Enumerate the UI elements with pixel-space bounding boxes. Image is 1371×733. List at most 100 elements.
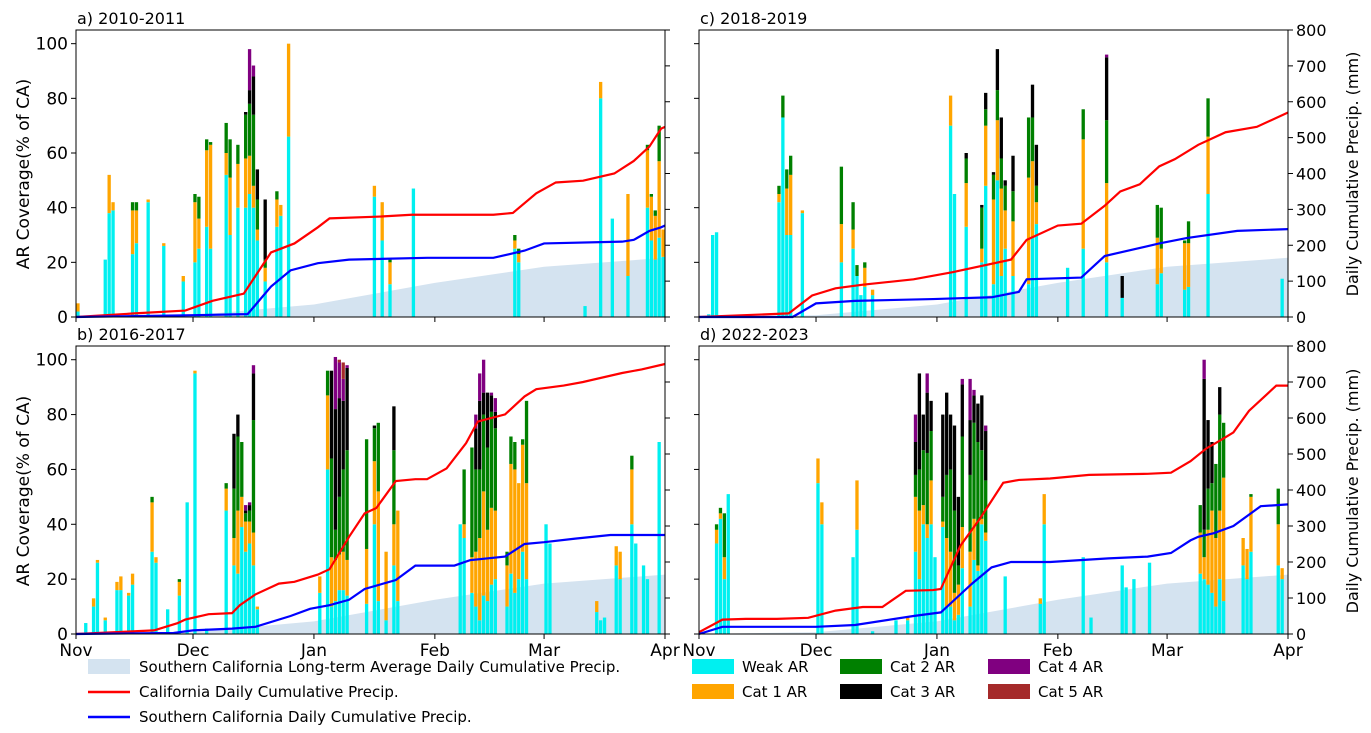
bar-cat1-day-112 (513, 469, 517, 593)
bar-weak-day-4 (91, 606, 96, 634)
bar-cat2-day-112 (513, 442, 517, 470)
bar-cat3-day-63 (945, 392, 949, 475)
longterm-area (76, 574, 665, 634)
bar-cat1-day-133 (595, 601, 599, 613)
bar-weak-day-149 (657, 237, 661, 317)
bar-weak-day-66 (333, 601, 338, 634)
bar-cat2-day-77 (999, 158, 1003, 189)
bar-cat2-day-38 (224, 122, 228, 153)
bar-cat2-day-98 (1081, 109, 1085, 140)
bar-cat1-day-46 (255, 229, 260, 241)
bar-cat1-day-57 (921, 505, 925, 525)
bar-cat1-day-69 (968, 551, 972, 607)
bar-cat3-day-67 (337, 398, 341, 497)
bar-weak-day-34 (208, 248, 213, 317)
bar-cat1-day-26 (800, 210, 805, 214)
bar-cat1-day-22 (785, 188, 789, 235)
bar-cat3-day-58 (925, 392, 929, 453)
bar-cat3-day-131 (1210, 442, 1214, 484)
bar-cat2-day-34 (208, 142, 213, 145)
bar-cat1-day-31 (820, 502, 824, 525)
bar-weak-day-39 (851, 248, 855, 317)
bar-weak-day-76 (995, 180, 1000, 317)
bar-cat1-day-66 (333, 559, 338, 602)
bar-weak-day-66 (956, 614, 961, 634)
bar-weak-day-73 (984, 540, 988, 634)
bar-cat2-day-80 (1011, 191, 1015, 222)
bar-weak-day-63 (945, 606, 949, 634)
bar-cat1-day-74 (364, 548, 369, 604)
bar-weak-day-23 (166, 609, 170, 634)
bar-weak-day-125 (1186, 286, 1191, 317)
bar-weak-day-142 (630, 524, 634, 634)
bar-weak-day-6 (722, 579, 727, 634)
bar-cat1-day-73 (984, 125, 988, 186)
bar-cat2-day-6 (722, 513, 727, 558)
bar-cat3-day-45 (251, 76, 256, 115)
bar-weak-day-78 (1003, 248, 1007, 317)
bar-weak-day-112 (513, 248, 517, 317)
bar-cat4-day-58 (925, 373, 929, 393)
bar-cat2-day-75 (991, 174, 996, 200)
panel-title: c) 2018-2019 (700, 9, 807, 28)
bar-cat1-day-30 (193, 202, 197, 263)
bar-cat1-day-20 (777, 194, 781, 203)
legend-swatch-cat3 (840, 684, 882, 699)
bar-cat1-day-64 (325, 395, 330, 470)
legend-swatch-weak (692, 659, 734, 674)
bar-weak-day-134 (598, 620, 603, 634)
bar-weak-day-40 (232, 565, 236, 634)
bar-weak-day-149 (1280, 278, 1284, 317)
bar-cat1-day-44 (247, 155, 252, 194)
bar-cat1-day-40 (855, 480, 859, 530)
bar-cat4-day-70 (972, 389, 976, 396)
bar-weak-day-76 (372, 524, 377, 634)
legend-swatch-cat5 (988, 684, 1030, 699)
bar-cat2-day-15 (134, 202, 139, 211)
bar-cat1-day-45 (251, 185, 256, 208)
bar-cat1-day-65 (952, 592, 957, 621)
bar-cat2-day-99 (462, 469, 466, 525)
y-right-tick-label-500: 500 (1296, 445, 1327, 464)
bar-weak-day-81 (392, 565, 396, 634)
bar-cat1-day-87 (1038, 598, 1042, 604)
bar-weak-day-7 (103, 620, 107, 634)
bar-weak-day-21 (781, 117, 785, 317)
bar-weak-day-150 (661, 256, 665, 317)
bar-weak-day-88 (1042, 524, 1046, 634)
bar-cat4-day-69 (968, 378, 972, 421)
bar-cat3-day-78 (1003, 180, 1007, 186)
y-right-tick-label-400: 400 (1296, 481, 1327, 500)
bar-cat1-day-56 (917, 510, 922, 580)
bar-cat1-day-76 (995, 120, 1000, 181)
bar-weak-day-121 (548, 543, 552, 634)
bar-cat2-day-44 (247, 103, 252, 156)
bar-cat4-day-106 (489, 392, 494, 396)
bar-cat2-day-19 (150, 496, 154, 503)
legend-label-cat3: Cat 3 AR (890, 683, 955, 701)
longterm-area (699, 574, 1288, 634)
bar-weak-day-64 (325, 469, 330, 634)
bar-weak-day-22 (785, 235, 789, 317)
bar-weak-day-71 (976, 570, 980, 634)
bar-cat1-day-69 (345, 559, 349, 596)
bar-cat2-day-130 (1206, 488, 1210, 530)
bar-cat3-day-69 (968, 420, 972, 475)
bar-cat2-day-71 (976, 442, 980, 566)
bar-cat1-day-68 (964, 183, 968, 227)
bar-cat1-day-48 (263, 267, 267, 282)
bar-cat2-day-70 (972, 422, 976, 519)
bar-cat4-day-55 (913, 414, 918, 442)
bar-cat3-day-104 (481, 392, 486, 415)
bar-weak-day-55 (913, 551, 918, 634)
bar-cat1-day-104 (481, 491, 486, 596)
bar-cat4-day-68 (341, 378, 345, 401)
bar-cat1-day-14 (130, 573, 135, 585)
bar-cat2-day-125 (1186, 221, 1191, 244)
bar-cat2-day-72 (980, 450, 984, 519)
bar-cat2-day-64 (948, 469, 953, 552)
bar-cat1-day-139 (1241, 538, 1245, 566)
bar-cat2-day-69 (968, 474, 972, 552)
bar-cat2-day-69 (345, 450, 349, 560)
legend-label-cat5: Cat 5 AR (1038, 683, 1103, 701)
